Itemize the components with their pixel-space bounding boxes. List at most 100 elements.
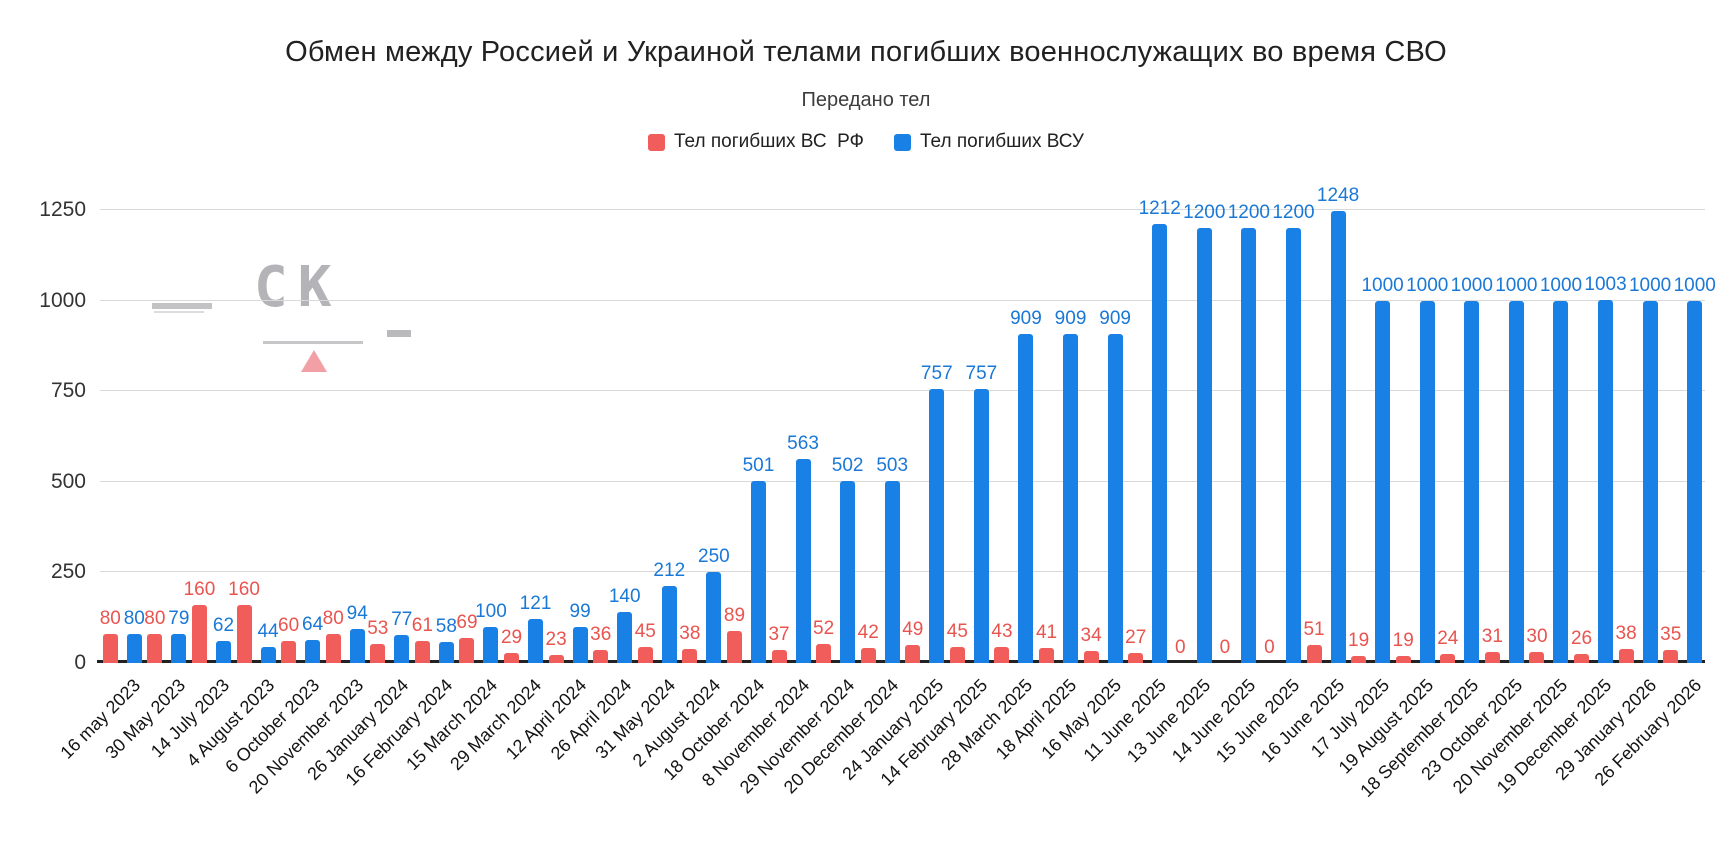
bar-rf xyxy=(147,634,163,663)
bar-rf xyxy=(726,630,742,663)
bar-rf xyxy=(1351,656,1367,663)
bar-vsu xyxy=(1241,228,1257,663)
bar-vsu xyxy=(1508,300,1524,663)
bar-vsu xyxy=(394,635,410,663)
bar-value-label: 37 xyxy=(768,623,790,645)
x-axis-line xyxy=(97,660,1705,663)
bar-value-label: 1200 xyxy=(1227,202,1271,224)
bar-vsu xyxy=(750,481,766,663)
bar-rf xyxy=(504,652,520,663)
bar-value-label: 30 xyxy=(1526,626,1548,648)
bar-vsu xyxy=(661,586,677,663)
bar-vsu xyxy=(215,640,231,663)
bar-vsu xyxy=(126,634,142,663)
bar-vsu xyxy=(438,641,454,663)
bar-value-label: 69 xyxy=(456,612,478,633)
bar-value-label: 1248 xyxy=(1316,184,1360,206)
bar-value-label: 41 xyxy=(1035,622,1058,644)
bar-vsu xyxy=(1553,300,1569,663)
bar-vsu xyxy=(1687,300,1703,663)
bar-value-label: 1000 xyxy=(1673,274,1716,296)
bar-vsu xyxy=(305,639,321,663)
bar-value-label: 1000 xyxy=(1539,274,1583,296)
bar-value-label: 502 xyxy=(831,455,864,477)
bar-value-label: 62 xyxy=(212,614,235,636)
bar-rf xyxy=(414,640,430,663)
bar-value-label: 31 xyxy=(1481,625,1503,647)
bar-rf xyxy=(191,605,207,663)
bar-value-label: 51 xyxy=(1303,618,1325,640)
bar-value-label: 0 xyxy=(1264,637,1275,658)
bar-value-label: 19 xyxy=(1392,630,1414,652)
bar-value-label: 121 xyxy=(519,593,552,615)
bar-rf xyxy=(459,638,475,663)
legend-label-vsu: Тел погибших ВСУ xyxy=(920,131,1084,152)
bar-rf xyxy=(1484,651,1500,663)
bar-value-label: 38 xyxy=(679,623,701,645)
bar-vsu xyxy=(1330,210,1346,663)
bar-rf xyxy=(816,644,832,663)
bar-value-label: 160 xyxy=(228,579,260,601)
bar-value-label: 80 xyxy=(144,608,166,630)
bar-value-label: 79 xyxy=(168,608,190,630)
bar-vsu xyxy=(349,628,365,663)
bar-vsu xyxy=(572,627,588,663)
bar-value-label: 43 xyxy=(991,621,1013,643)
bar-value-label: 45 xyxy=(634,620,656,642)
bar-value-label: 1200 xyxy=(1272,202,1315,224)
bar-rf xyxy=(949,646,965,663)
bar-value-label: 45 xyxy=(946,620,968,642)
bar-value-label: 909 xyxy=(1099,307,1131,329)
bar-value-label: 77 xyxy=(391,609,413,631)
gridline xyxy=(100,571,1705,573)
bar-rf xyxy=(102,634,118,663)
bar-value-label: 0 xyxy=(1219,637,1231,658)
legend-swatch-rf-icon xyxy=(648,133,666,151)
bar-vsu xyxy=(706,572,722,663)
bar-value-label: 99 xyxy=(569,601,591,623)
bar-value-label: 503 xyxy=(876,454,909,476)
bar-vsu xyxy=(1285,228,1301,663)
bar-rf xyxy=(325,634,341,663)
bar-rf xyxy=(637,646,653,663)
bar-rf xyxy=(593,649,609,663)
gridline xyxy=(100,390,1705,392)
legend-label-rf: Тел погибших ВС РФ xyxy=(674,131,864,152)
bar-value-label: 42 xyxy=(857,621,879,643)
bar-value-label: 23 xyxy=(545,628,567,650)
bar-value-label: 563 xyxy=(787,432,819,454)
bar-vsu xyxy=(840,481,856,663)
bar-value-label: 35 xyxy=(1660,624,1682,646)
legend-item-vsu: Тел погибших ВСУ xyxy=(894,131,1084,153)
bar-value-label: 1000 xyxy=(1495,274,1538,296)
bar-vsu xyxy=(1018,333,1034,663)
gridline xyxy=(100,299,1705,301)
bar-rf xyxy=(1128,653,1144,663)
bar-value-label: 250 xyxy=(698,546,730,568)
bar-value-label: 64 xyxy=(302,613,324,635)
bar-vsu xyxy=(617,612,633,663)
y-tick-label: 1000 xyxy=(39,288,86,312)
legend-item-rf: Тел погибших ВС РФ xyxy=(648,131,864,153)
legend: Тел погибших ВС РФ Тел погибших ВСУ xyxy=(0,131,1732,153)
bar-vsu xyxy=(1375,300,1391,663)
bar-rf xyxy=(905,645,921,663)
bar-value-label: 160 xyxy=(183,579,216,601)
bar-rf xyxy=(1529,652,1545,663)
bar-value-label: 501 xyxy=(742,455,775,477)
plot-area: 0 250 500 750 1000 1250 80 80 16 may 2023 80 79 30 … xyxy=(39,185,1716,801)
bar-vsu xyxy=(483,626,499,663)
bar-value-label: 94 xyxy=(346,602,368,624)
bar-value-label: 909 xyxy=(1010,307,1042,329)
y-tick-label: 750 xyxy=(50,379,86,403)
y-tick-label: 500 xyxy=(50,469,86,493)
bar-value-label: 1003 xyxy=(1584,273,1627,295)
bar-value-label: 24 xyxy=(1437,628,1459,650)
bar-value-label: 60 xyxy=(278,615,300,637)
bar-rf xyxy=(1440,654,1456,663)
bar-vsu xyxy=(528,619,544,663)
bar-value-label: 26 xyxy=(1570,627,1593,649)
bar-vsu xyxy=(260,647,276,663)
bar-vsu xyxy=(795,458,811,663)
